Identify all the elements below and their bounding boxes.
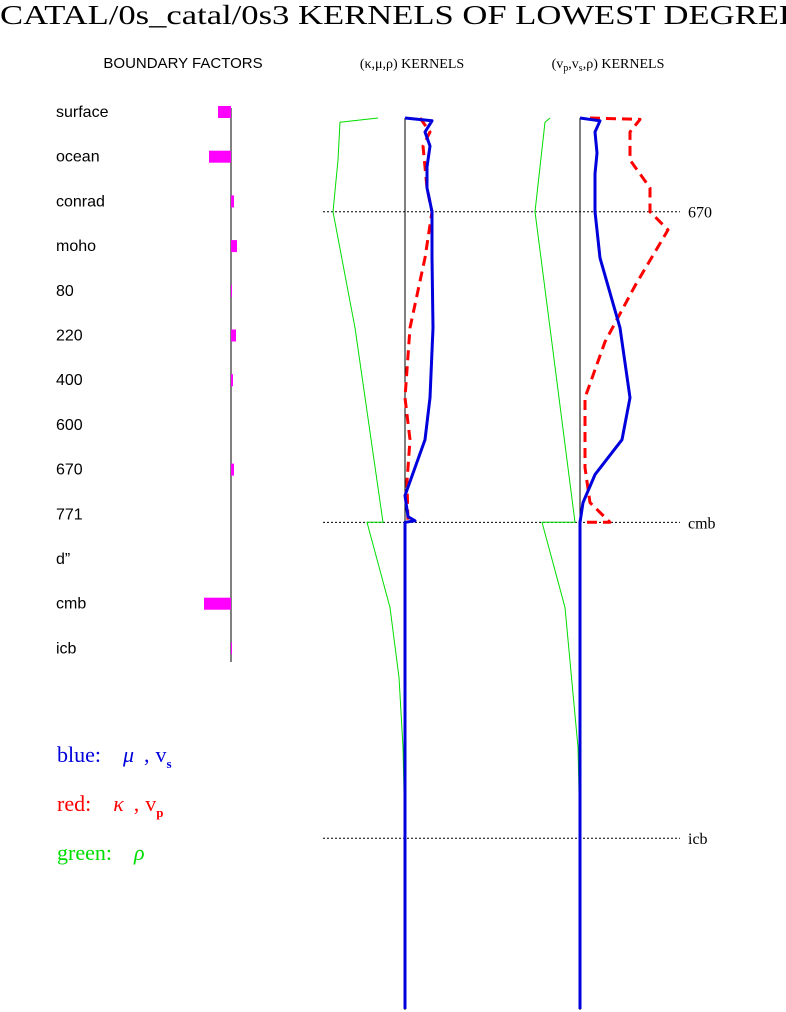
kernel-line (578, 116, 632, 1009)
boundary-label: 670 (56, 462, 83, 479)
boundary-bar (218, 106, 231, 118)
boundary-bar (231, 329, 236, 342)
reference-label: icb (688, 831, 708, 848)
reference-label: cmb (688, 515, 716, 532)
boundary-label: 771 (56, 506, 83, 523)
legend-part: p (156, 805, 163, 820)
boundary-bar (204, 597, 231, 610)
kernel-line (578, 116, 670, 678)
boundary-label: 600 (56, 417, 83, 434)
boundary-bar (231, 284, 232, 297)
boundary-label: cmb (56, 596, 86, 613)
panel-title-part: (κ,μ,ρ) KERNELS (360, 57, 464, 72)
legend-part: v (145, 791, 156, 816)
boundary-label: icb (56, 640, 77, 657)
kernel-line (332, 117, 406, 1009)
legend-part: s (167, 756, 172, 771)
boundary-label: d” (56, 551, 70, 568)
boundary-label: 400 (56, 372, 83, 389)
legend-part: , (134, 791, 140, 816)
panel-title-part: (v (552, 57, 564, 72)
boundary-bar (231, 374, 233, 387)
panel-title: (κ,μ,ρ) KERNELS (360, 57, 464, 72)
boundary-label: moho (56, 238, 96, 255)
boundary-label: conrad (56, 193, 105, 210)
legend-part: red: (57, 791, 91, 816)
panel-title-part: ,ρ) KERNELS (583, 57, 665, 72)
title: CATAL/0s_catal/0s3 KERNELS OF LOWEST DEG… (0, 0, 786, 30)
panel-title-part: ,v (568, 57, 579, 72)
reference-label: 670 (688, 205, 712, 222)
panel-title-part: p (563, 63, 568, 74)
legend-part: κ (113, 791, 124, 816)
legend-part: blue: (57, 742, 101, 767)
boundary-bar (231, 463, 234, 476)
boundary-label: 80 (56, 283, 74, 300)
panel-title: (vp,vs,ρ) KERNELS (552, 57, 665, 74)
boundary-bar (209, 150, 231, 163)
legend-part: μ (122, 742, 134, 767)
legend-entry: blue: μ, vs (57, 742, 172, 771)
legend-part: , (144, 742, 150, 767)
legend-entry: red: κ, vp (57, 791, 164, 820)
boundary-label: surface (56, 104, 109, 121)
panel-title-part: s (579, 63, 583, 74)
boundary-title: BOUNDARY FACTORS (103, 55, 262, 72)
kernel-line (403, 117, 434, 523)
boundary-label: 220 (56, 328, 83, 345)
boundary-label: ocean (56, 149, 100, 166)
boundary-bar (231, 642, 232, 655)
boundary-bar (231, 195, 234, 208)
legend-part: v (156, 742, 167, 767)
kernel-line (403, 116, 435, 1009)
legend-entry: green: ρ (57, 840, 145, 865)
legend-part: green: (57, 840, 112, 865)
boundary-bar (231, 240, 237, 253)
legend-part: ρ (133, 840, 145, 865)
